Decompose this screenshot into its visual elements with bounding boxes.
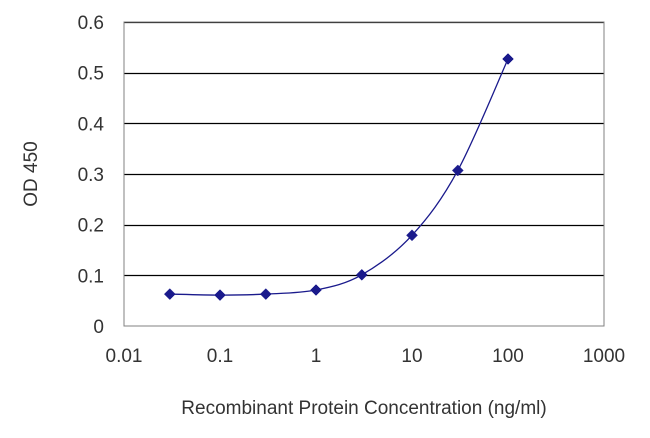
data-point-marker [259,288,272,300]
data-point-marker [502,53,514,65]
x-tick-label: 0.01 [106,346,143,367]
series-layer [163,53,514,301]
x-tick-label: 0.1 [207,346,233,367]
x-tick-label: 10 [401,346,422,367]
data-point-marker [406,229,418,242]
y-tick-label: 0.2 [78,216,104,237]
data-point-marker [355,268,368,281]
y-tick-label: 0 [93,317,104,338]
y-tick-label: 0.1 [78,266,104,287]
y-tick-label: 0.5 [78,64,104,85]
x-tick-label: 1 [311,346,322,367]
series-line-0 [169,58,509,296]
data-point-marker [163,288,176,300]
plot-area-frame [123,21,605,327]
gridlines [124,21,604,277]
x-tick-label: 1000 [583,346,625,367]
x-axis-title: Recombinant Protein Concentration (ng/ml… [181,398,546,419]
x-tick-label: 100 [492,346,524,367]
y-axis-title: OD 450 [21,141,42,206]
data-point-marker [214,289,226,301]
x-tick-labels: 0.01 0.1 1 10 100 1000 [106,346,626,367]
y-tick-label: 0.6 [78,13,104,34]
data-point-marker [451,164,464,177]
y-tick-label: 0.4 [78,114,105,135]
data-point-marker [310,284,322,296]
y-tick-label: 0.3 [78,165,104,186]
y-tick-labels: 0 0.1 0.2 0.3 0.4 0.5 0.6 [78,13,105,338]
